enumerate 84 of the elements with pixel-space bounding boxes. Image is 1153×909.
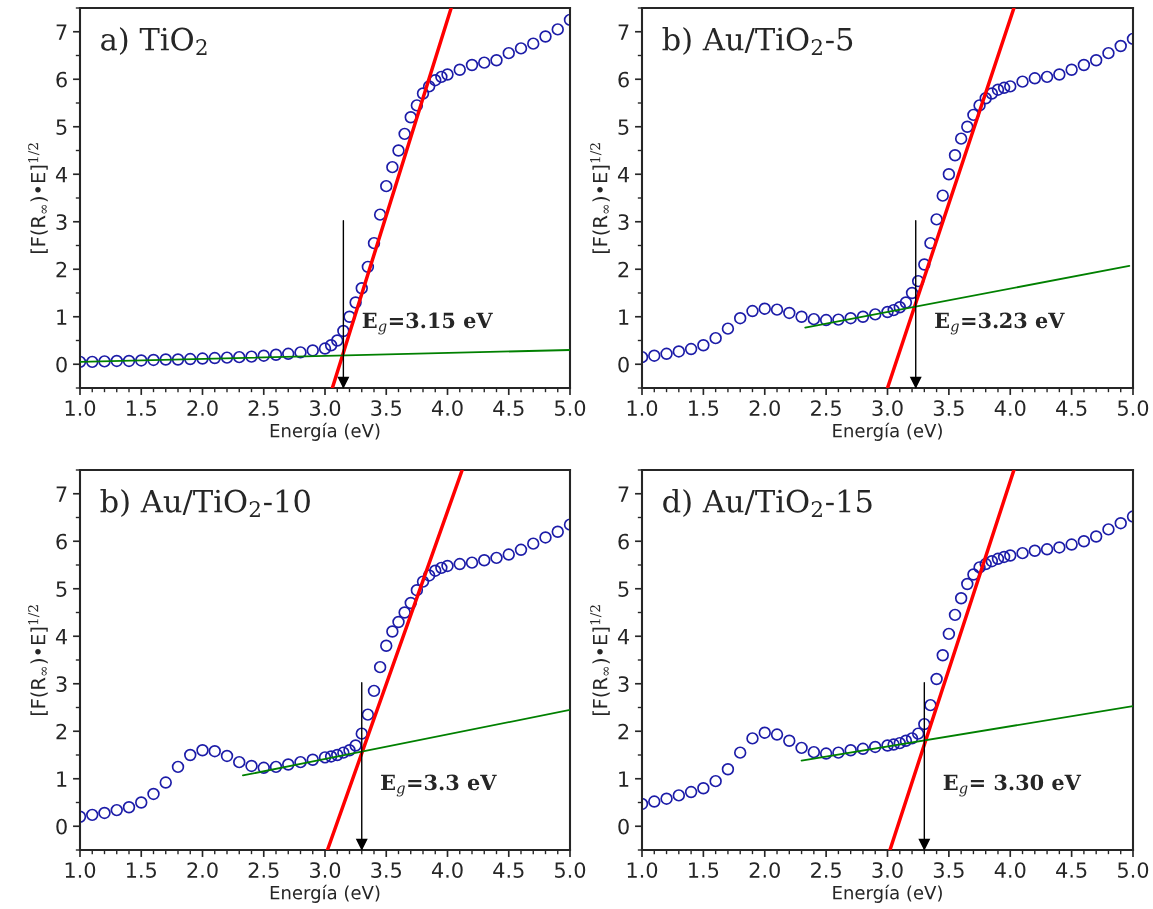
y-tick-label: 7 bbox=[56, 486, 67, 502]
text: b) Au/TiO$_{2}$-10 bbox=[100, 489, 310, 517]
x-tick-label: 3.0 bbox=[310, 400, 341, 416]
y-tick-label: 1 bbox=[57, 771, 67, 787]
y-tick-label: 1 bbox=[57, 309, 67, 325]
x-tick-label: 2.0 bbox=[749, 862, 780, 878]
ref-line-label: E$_{g}$=3.23 eV bbox=[935, 312, 1065, 335]
x-axis-title: Energía (eV) bbox=[833, 884, 942, 903]
ref-line-label: E$_{g}$=3.15 eV bbox=[362, 312, 493, 335]
x-tick-label: 4.0 bbox=[994, 862, 1026, 878]
x-tick-label: 2.0 bbox=[749, 400, 780, 416]
x-tick-label: 1.0 bbox=[627, 400, 658, 416]
y-tick-label: 4 bbox=[617, 628, 630, 645]
x-tick-label: 3.5 bbox=[933, 400, 964, 416]
x-tick-label: 1.5 bbox=[689, 862, 719, 878]
x-tick-label: 2.5 bbox=[811, 400, 841, 416]
y-tick-label: 5 bbox=[618, 581, 629, 597]
x-axis-title: Energía (eV) bbox=[270, 422, 380, 441]
y-tick-label: 2 bbox=[618, 723, 629, 740]
x-tick-label: 3.0 bbox=[872, 862, 903, 878]
x-tick-label: 1.0 bbox=[627, 862, 658, 878]
y-tick-label: 6 bbox=[56, 71, 67, 88]
y-tick-label: 2 bbox=[56, 261, 67, 278]
x-tick-label: 5.0 bbox=[555, 400, 586, 416]
y-tick-label: 6 bbox=[618, 71, 629, 88]
y-tick-label: 7 bbox=[618, 24, 629, 40]
x-tick-label: 5.0 bbox=[1118, 400, 1149, 416]
x-tick-label: 1.0 bbox=[65, 400, 96, 416]
x-tick-label: 2.0 bbox=[187, 400, 218, 416]
x-axis-title: Energía (eV) bbox=[833, 422, 942, 441]
x-tick-label: 1.5 bbox=[689, 400, 719, 416]
y-axis-title: [F(R$_{∞}$)•E]$^{1/2}$ bbox=[590, 605, 610, 715]
y-axis-title: [F(R$_{∞}$)•E]$^{1/2}$ bbox=[590, 143, 610, 253]
x-tick-label: 4.5 bbox=[1056, 862, 1087, 878]
x-tick-label: 4.0 bbox=[994, 400, 1026, 416]
text: a) TiO$_{2}$ bbox=[101, 27, 207, 55]
y-tick-label: 0 bbox=[618, 356, 629, 373]
y-tick-label: 2 bbox=[618, 261, 629, 278]
y-tick-label: 3 bbox=[618, 676, 629, 692]
y-tick-label: 0 bbox=[56, 356, 67, 373]
y-tick-label: 5 bbox=[56, 581, 67, 597]
y-tick-label: 1 bbox=[619, 309, 629, 325]
y-tick-label: 7 bbox=[618, 486, 629, 502]
y-tick-label: 4 bbox=[55, 628, 68, 645]
y-tick-label: 0 bbox=[56, 818, 67, 835]
y-tick-label: 4 bbox=[617, 166, 630, 183]
x-tick-label: 3.5 bbox=[933, 862, 964, 878]
y-tick-label: 7 bbox=[56, 24, 67, 40]
x-tick-label: 1.0 bbox=[65, 862, 96, 878]
text: b) Au/TiO$_{2}$-5 bbox=[662, 27, 853, 55]
x-tick-label: 2.5 bbox=[811, 862, 841, 878]
y-tick-label: 3 bbox=[618, 214, 629, 230]
text: d) Au/TiO$_{2}$-15 bbox=[663, 489, 872, 517]
x-tick-label: 3.5 bbox=[371, 400, 401, 416]
y-tick-label: 0 bbox=[618, 818, 629, 835]
y-tick-label: 6 bbox=[618, 533, 629, 550]
x-tick-label: 2.5 bbox=[248, 862, 279, 878]
ref-line-label: E$_{g}$= 3.30 eV bbox=[943, 774, 1082, 797]
y-tick-label: 2 bbox=[56, 723, 67, 740]
x-tick-label: 3.0 bbox=[872, 400, 903, 416]
y-tick-label: 5 bbox=[56, 119, 67, 135]
y-tick-label: 5 bbox=[618, 119, 629, 135]
x-tick-label: 4.0 bbox=[431, 862, 463, 878]
y-tick-label: 3 bbox=[56, 676, 67, 692]
y-axis-title: [F(R$_{∞}$)•E]$^{1/2}$ bbox=[28, 605, 48, 715]
x-tick-label: 4.0 bbox=[431, 400, 463, 416]
x-tick-label: 1.5 bbox=[126, 400, 156, 416]
x-tick-label: 4.5 bbox=[493, 862, 524, 878]
y-tick-label: 1 bbox=[619, 771, 629, 787]
x-tick-label: 2.0 bbox=[187, 862, 218, 878]
y-tick-label: 4 bbox=[55, 166, 68, 183]
y-tick-label: 6 bbox=[56, 533, 67, 550]
x-tick-label: 3.5 bbox=[371, 862, 401, 878]
x-tick-label: 1.5 bbox=[126, 862, 156, 878]
x-tick-label: 5.0 bbox=[1118, 862, 1149, 878]
y-axis-title: [F(R$_{∞}$)•E]$^{1/2}$ bbox=[28, 143, 48, 253]
x-tick-label: 5.0 bbox=[555, 862, 586, 878]
y-tick-label: 3 bbox=[56, 214, 67, 230]
x-tick-label: 4.5 bbox=[1056, 400, 1087, 416]
x-tick-label: 3.0 bbox=[310, 862, 341, 878]
x-axis-title: Energía (eV) bbox=[270, 884, 380, 903]
x-tick-label: 2.5 bbox=[248, 400, 279, 416]
ref-line-label: E$_{g}$=3.3 eV bbox=[381, 774, 497, 797]
x-tick-label: 4.5 bbox=[493, 400, 524, 416]
